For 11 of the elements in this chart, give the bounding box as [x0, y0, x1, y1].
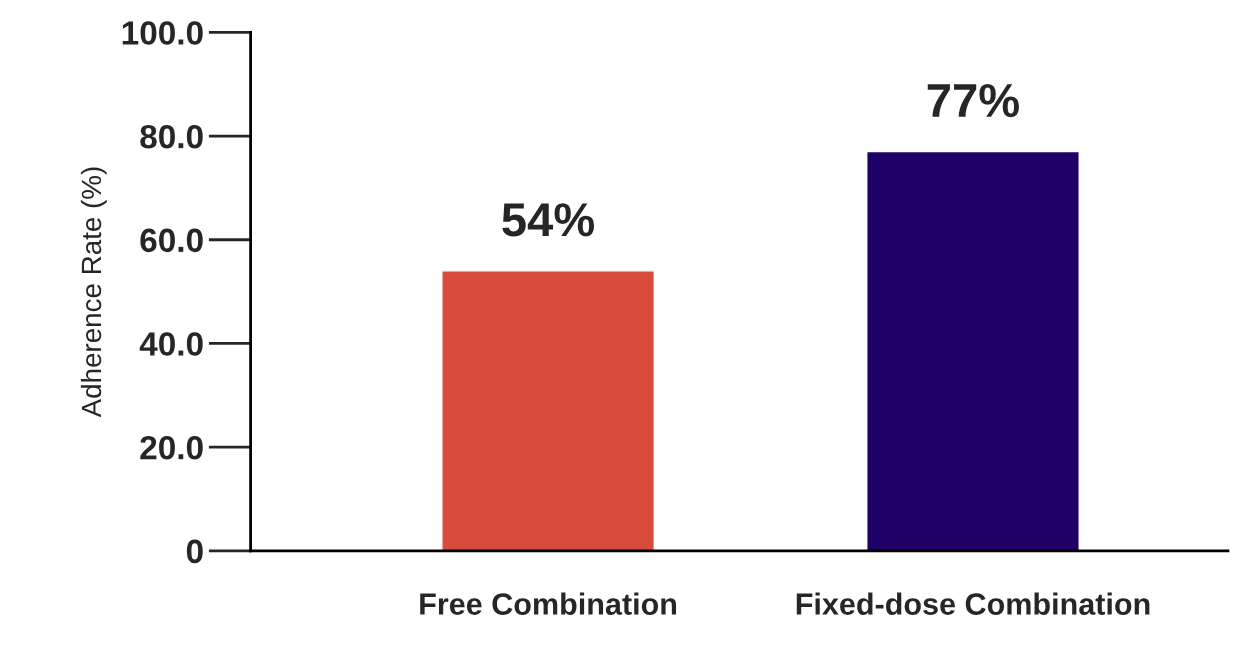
y-tick-label: 40.0	[139, 332, 203, 356]
y-tick-label: 0	[186, 539, 203, 564]
y-tick-label: 100.0	[122, 21, 203, 45]
y-tick-label: 20.0	[140, 435, 203, 460]
y-tick-label: 60.0	[140, 228, 203, 253]
x-tick-label: Free Combination	[420, 592, 677, 615]
data-label: 77%	[927, 83, 1019, 118]
x-tick-label: Fixed-dose Combination	[796, 592, 1150, 615]
data-label: 54%	[502, 203, 595, 237]
y-tick-label: 80.0	[140, 124, 203, 149]
y-axis-title: Adherence Rate (%)	[80, 167, 107, 418]
